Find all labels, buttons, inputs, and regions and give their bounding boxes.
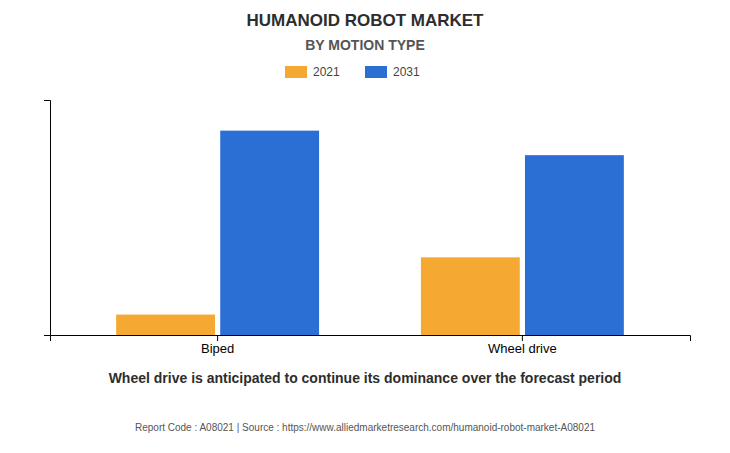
bar (116, 315, 215, 335)
legend-item: 2031 (365, 65, 420, 79)
plot: Biped Wheel drive (44, 101, 691, 357)
subtitle: BY MOTION TYPE (305, 37, 425, 53)
legend-swatch (285, 66, 307, 78)
x-tick-label: Wheel drive (488, 341, 557, 356)
legend-swatch (365, 66, 387, 78)
x-axis-line (51, 336, 691, 342)
x-tick-label: Biped (201, 341, 234, 356)
annotation: Report Code : A08021 | Source : https://… (135, 422, 595, 433)
bar (220, 131, 319, 335)
bars (116, 131, 624, 335)
bar-series (220, 131, 624, 335)
chart: HUMANOID ROBOT MARKETBY MOTION TYPE20212… (0, 0, 730, 453)
bar (525, 155, 624, 335)
y-axis-line (44, 101, 51, 336)
x-axis: Biped Wheel drive (51, 335, 691, 356)
y-axis (44, 101, 51, 336)
legend-item: 2021 (285, 65, 340, 79)
annotation: Wheel drive is anticipated to continue i… (109, 370, 622, 386)
x-tick-mark (522, 335, 523, 341)
legend-label: 2021 (313, 65, 340, 79)
bar (421, 257, 520, 335)
title: HUMANOID ROBOT MARKET (246, 11, 484, 30)
x-tick: Biped (201, 335, 234, 356)
legend-label: 2031 (393, 65, 420, 79)
legend: 2021 2031 (285, 65, 420, 79)
x-tick: Wheel drive (488, 335, 557, 356)
x-tick-mark (217, 335, 218, 341)
